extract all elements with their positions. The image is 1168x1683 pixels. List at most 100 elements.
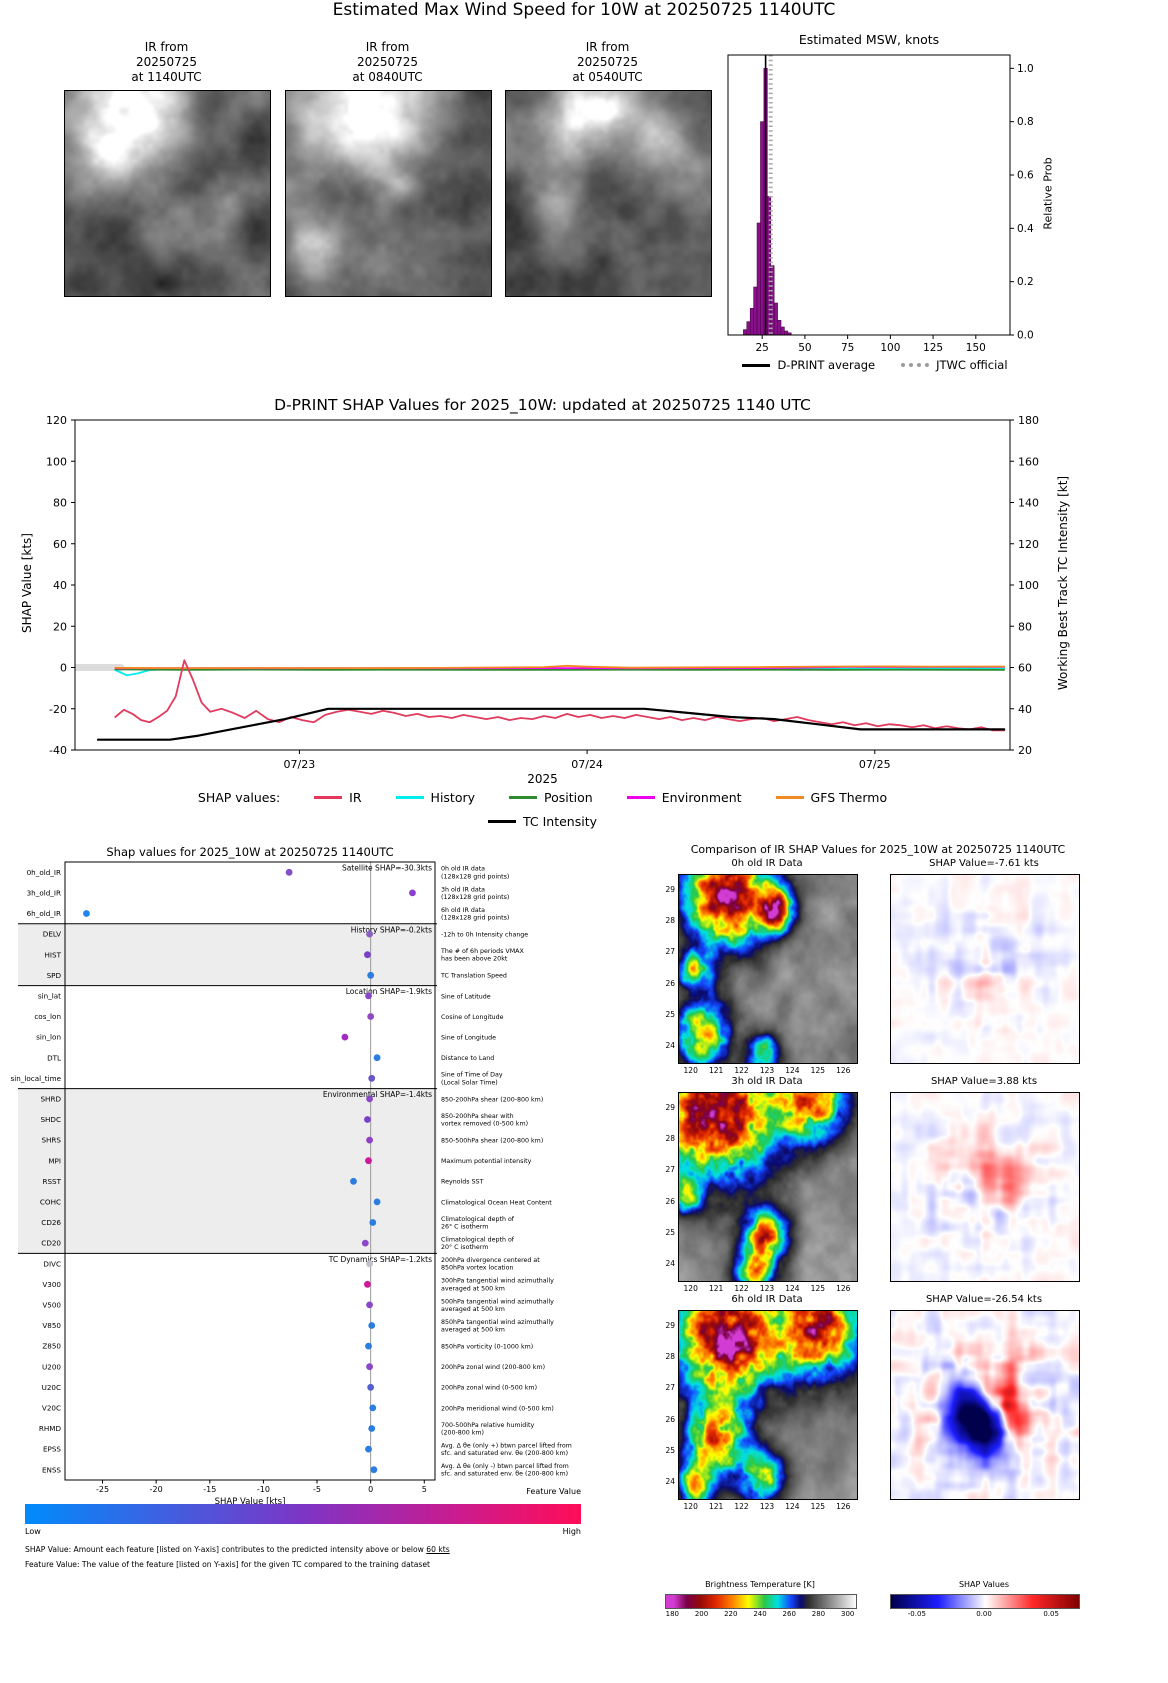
footnote-feature-value: Feature Value: The value of the feature … <box>25 1560 430 1569</box>
legend-sample-dotted <box>901 363 930 367</box>
footnote-underlined-threshold: 60 kts <box>426 1545 450 1554</box>
ir-map-wrapper-3h: 24 25 26 27 28 29 120 121 122 123 124 125 126 <box>665 1092 858 1293</box>
feature-dot-3h_old_IR <box>409 889 416 897</box>
feature-dot-V500 <box>366 1301 373 1309</box>
right-ytick-label: 180 <box>1018 415 1039 427</box>
feature-label: sin_local_time <box>11 1074 62 1083</box>
shap-colorbar-label: SHAP Values <box>958 1580 1010 1589</box>
feature-dot-0h_old_IR <box>285 868 293 876</box>
legend-sample-line <box>626 796 655 799</box>
msw-histogram: 25 50 75 100 125 150 0.0 0.2 0.4 0.6 0.8 1.0 <box>727 54 1034 354</box>
lat-tick-label: 24 <box>665 1259 675 1269</box>
lon-tick-label: 124 <box>785 1502 800 1511</box>
feature-label: V20C <box>42 1404 61 1413</box>
ir-thumbnail-label-2: IR from 20250725 at 0540UTC <box>572 40 643 84</box>
shap-map-6h <box>890 1310 1080 1500</box>
feature-colorbar-title: Feature Value <box>526 1487 581 1496</box>
feature-desc-cos_lon: Cosine of Longitude <box>441 1014 504 1021</box>
group-header: Satellite SHAP=-30.3kts <box>342 864 432 873</box>
lat-tick-label: 24 <box>665 1477 675 1487</box>
footnote-shap-value-text: SHAP Value: Amount each feature [listed … <box>25 1545 427 1554</box>
feature-desc-RHMD: 700-500hPa relative humidity (200-800 km) <box>441 1422 535 1437</box>
feature-dot-DELV <box>366 930 373 938</box>
lon-tick-label: 124 <box>785 1066 800 1075</box>
shap-map-3h <box>890 1092 1080 1282</box>
shap-map-title-3h: SHAP Value=3.88 kts <box>930 1076 1038 1087</box>
feature-desc-3h_old_IR: 3h old IR data (128x128 grid points) <box>441 886 509 901</box>
feature-dot-V20C <box>369 1404 377 1412</box>
legend-sample-line <box>395 796 424 799</box>
timeseries-legend-title: SHAP values: <box>197 790 281 805</box>
feature-dot-plot: Satellite SHAP=-30.3kts History SHAP=-0.2… <box>11 861 572 1507</box>
dot-xtick-label: -25 <box>96 1485 109 1494</box>
feature-desc-DTL: Distance to Land <box>441 1055 494 1062</box>
timeseries-legend-item: TC Intensity <box>487 814 597 829</box>
shap-map-title-0h: SHAP Value=-7.61 kts <box>929 858 1039 869</box>
feature-label: DELV <box>43 930 61 939</box>
feature-label: Z850 <box>42 1342 61 1351</box>
dot-plot-frame <box>64 861 436 1481</box>
lat-tick-label: 28 <box>665 1352 675 1361</box>
ir-map-3h <box>678 1092 858 1282</box>
feature-desc-MPI: Maximum potential intensity <box>441 1158 532 1165</box>
legend-label: Position <box>544 790 593 805</box>
feature-label: DTL <box>47 1053 61 1062</box>
feature-desc-V850: 850hPa tangential wind azimuthally averag… <box>441 1319 554 1334</box>
bt-colorbar-tick: 300 <box>841 1610 855 1618</box>
lat-tick-label: 29 <box>665 1102 675 1112</box>
hist-xtick-label: 100 <box>880 342 900 354</box>
lat-tick-label: 29 <box>665 884 675 894</box>
shap-timeseries-chart: -40 -20 0 20 40 60 80 100 120 20 40 60 80 100 120 140 16… <box>46 415 1039 771</box>
feature-dot-DTL <box>373 1054 381 1062</box>
footnote-shap-value: SHAP Value: Amount each feature [listed … <box>25 1545 450 1554</box>
xtick-label: 07/25 <box>859 758 891 771</box>
feature-plot-title: Shap values for 2025_10W at 20250725 114… <box>106 845 394 859</box>
hist-xtick-label: 50 <box>798 342 811 354</box>
feature-dot-SHRD <box>366 1095 373 1103</box>
feature-dot-COHC <box>373 1198 381 1206</box>
dot-xtick-label: 5 <box>422 1485 427 1494</box>
legend-label: D-PRINT average <box>777 358 876 372</box>
group-header: Environmental SHAP=-1.4kts <box>323 1090 432 1099</box>
legend-label: TC Intensity <box>522 814 597 829</box>
legend-label: IR <box>349 790 362 805</box>
lon-tick-label: 120 <box>683 1502 698 1511</box>
hist-bar <box>749 308 754 336</box>
feature-label: cos_lon <box>34 1012 61 1021</box>
hist-legend: D-PRINT average JTWC official <box>660 358 1090 372</box>
ir-thumbnail-image-2 <box>505 90 712 297</box>
hist-ylabel: Relative Prob <box>1041 157 1055 230</box>
feature-dot-cos_lon <box>367 1013 375 1020</box>
dot-plot-xlabel: SHAP Value [kts] <box>215 1497 286 1507</box>
hist-ytick-label: 0.4 <box>1017 223 1034 235</box>
ir-thumbnail-label-0: IR from 20250725 at 1140UTC <box>131 40 202 84</box>
lat-tick-label: 26 <box>665 1196 675 1206</box>
ir-thumbnail-label-1: IR from 20250725 at 0840UTC <box>352 40 423 84</box>
shap-map-0h <box>890 874 1080 1064</box>
hist-ytick-label: 0.6 <box>1017 170 1034 182</box>
hist-bar <box>760 121 765 336</box>
feature-label: CD20 <box>41 1239 61 1248</box>
left-ytick-label: 120 <box>46 415 67 427</box>
legend-sample-solid <box>742 363 771 367</box>
ir-map-wrapper-6h: 24 25 26 27 28 29 120 121 122 123 124 125 126 <box>665 1310 858 1511</box>
hist-bar <box>784 330 789 336</box>
series-position <box>114 668 1006 671</box>
timeseries-ylabel-left: SHAP Value [kts] <box>20 533 34 633</box>
feature-label: CD26 <box>41 1218 61 1227</box>
feature-label: U20C <box>42 1383 61 1392</box>
feature-label: V500 <box>42 1301 61 1310</box>
hist-xtick-label: 150 <box>966 342 986 354</box>
hist-bar <box>777 320 782 336</box>
right-ytick-label: 120 <box>1018 538 1039 551</box>
lat-tick-label: 29 <box>665 1320 675 1330</box>
hist-title: Estimated MSW, knots <box>798 32 940 47</box>
lon-tick-label: 126 <box>836 1284 851 1293</box>
feature-desc-sin_local_time: Sine of Time of Day (Local Solar Time) <box>441 1072 503 1087</box>
feature-label: SHRD <box>41 1095 62 1104</box>
lat-tick-label: 24 <box>665 1041 675 1051</box>
timeseries-legend-item: GFS Thermo <box>775 790 887 805</box>
left-ytick-label: -20 <box>49 703 67 716</box>
feature-dot-V300 <box>364 1280 371 1288</box>
dot-xtick-label: -10 <box>257 1485 270 1494</box>
